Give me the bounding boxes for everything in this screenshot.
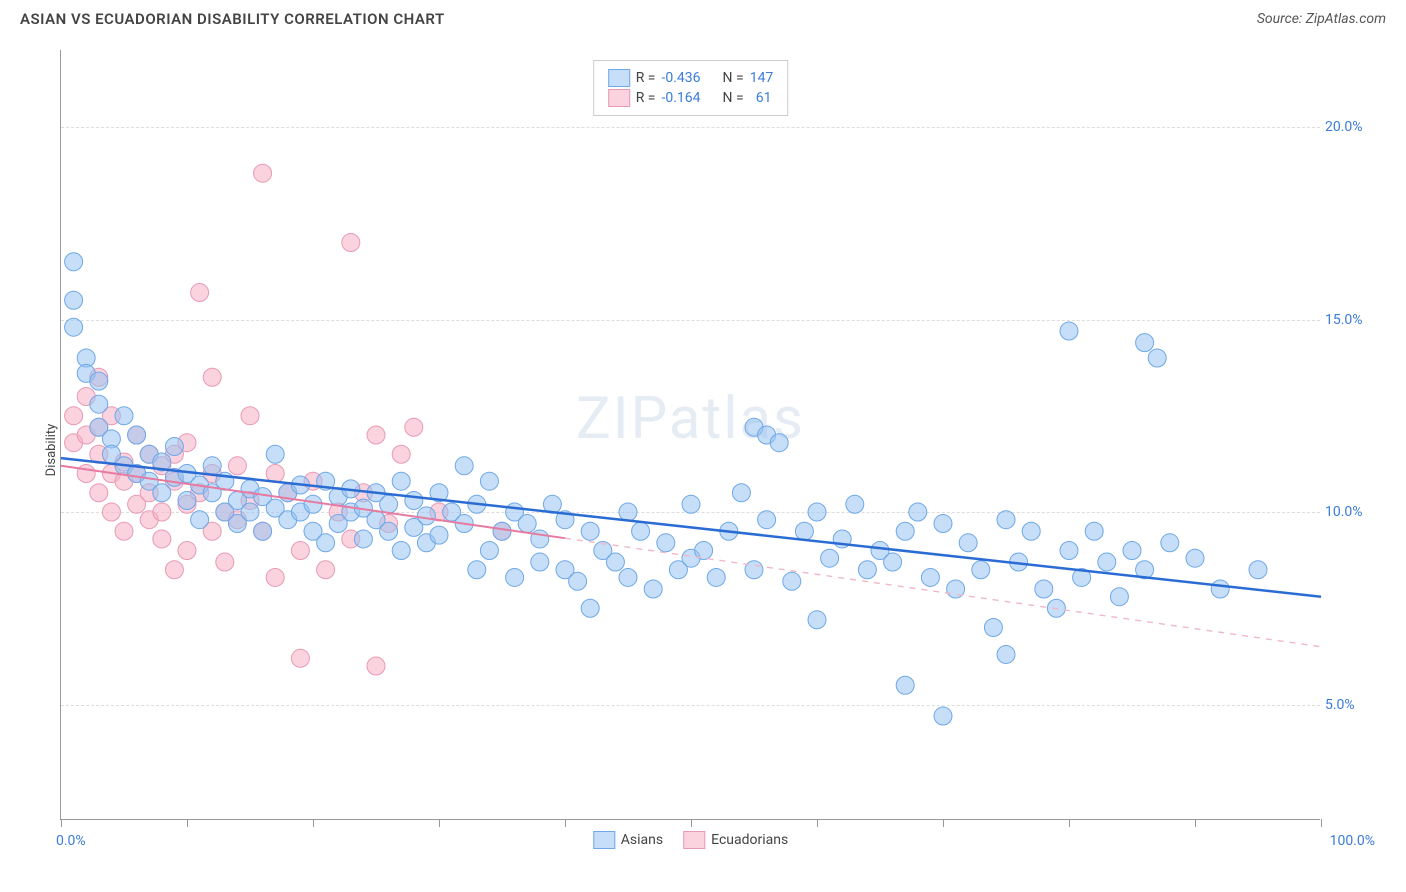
r-label: R = [636,90,656,106]
legend-label-asians: Asians [621,832,663,848]
swatch-asians [608,69,630,87]
y-axis-label: Disability [44,424,59,477]
x-tick [187,819,188,827]
n-label: N = [723,70,744,86]
x-tick [61,819,62,827]
x-axis-min: 0.0% [56,833,86,849]
y-tick-label: 20.0% [1325,119,1375,135]
x-axis-max: 100.0% [1330,833,1375,849]
x-tick [817,819,818,827]
legend-item-ecuadorians: Ecuadorians [683,831,788,849]
x-tick [1069,819,1070,827]
source-label: Source: ZipAtlas.com [1257,11,1386,27]
n-value-ecuadorians: 61 [750,90,772,106]
swatch-ecuadorians [683,831,705,849]
scatter-plot [61,50,1320,819]
x-tick [313,819,314,827]
chart-title: ASIAN VS ECUADORIAN DISABILITY CORRELATI… [20,10,445,28]
chart-container: Disability ZIPatlas 5.0%10.0%15.0%20.0% … [20,40,1386,860]
x-tick [439,819,440,827]
y-tick-label: 5.0% [1325,697,1375,713]
series-legend: Asians Ecuadorians [593,831,788,849]
y-tick-label: 10.0% [1325,504,1375,520]
stats-legend: R = -0.436 N = 147 R = -0.164 N = 61 [593,60,789,116]
stats-row-ecuadorians: R = -0.164 N = 61 [608,89,774,107]
r-value-ecuadorians: -0.164 [661,90,700,106]
r-value-asians: -0.436 [661,70,700,86]
x-tick [691,819,692,827]
swatch-asians [593,831,615,849]
n-value-asians: 147 [750,70,774,86]
x-tick [1321,819,1322,827]
n-label: N = [723,90,744,106]
x-tick [1195,819,1196,827]
x-tick [565,819,566,827]
legend-item-asians: Asians [593,831,663,849]
x-tick [943,819,944,827]
plot-area: ZIPatlas 5.0%10.0%15.0%20.0% R = -0.436 … [60,50,1320,820]
stats-row-asians: R = -0.436 N = 147 [608,69,774,87]
legend-label-ecuadorians: Ecuadorians [711,832,788,848]
swatch-ecuadorians [608,89,630,107]
y-tick-label: 15.0% [1325,312,1375,328]
r-label: R = [636,70,656,86]
